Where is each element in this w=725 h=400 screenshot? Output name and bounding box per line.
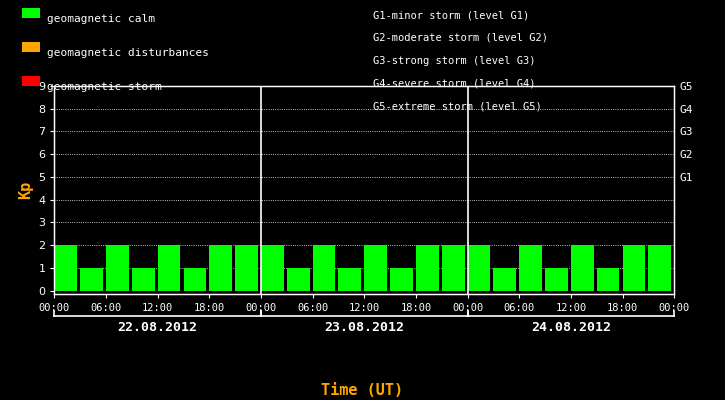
- Bar: [494, 268, 516, 290]
- Bar: [519, 245, 542, 290]
- Text: 22.08.2012: 22.08.2012: [117, 321, 198, 334]
- Bar: [54, 245, 77, 290]
- Text: G1-minor storm (level G1): G1-minor storm (level G1): [373, 10, 530, 20]
- Text: geomagnetic storm: geomagnetic storm: [47, 82, 162, 92]
- Bar: [442, 245, 465, 290]
- Bar: [390, 268, 413, 290]
- Text: Time (UT): Time (UT): [321, 383, 404, 398]
- Bar: [132, 268, 154, 290]
- Text: G5-extreme storm (level G5): G5-extreme storm (level G5): [373, 101, 542, 111]
- Bar: [623, 245, 645, 290]
- Text: G4-severe storm (level G4): G4-severe storm (level G4): [373, 78, 536, 88]
- Text: geomagnetic disturbances: geomagnetic disturbances: [47, 48, 209, 58]
- Bar: [468, 245, 490, 290]
- Bar: [648, 245, 671, 290]
- Bar: [183, 268, 206, 290]
- Bar: [106, 245, 129, 290]
- Bar: [364, 245, 387, 290]
- Bar: [416, 245, 439, 290]
- Y-axis label: Kp: Kp: [17, 181, 33, 199]
- Text: 23.08.2012: 23.08.2012: [324, 321, 405, 334]
- Text: G3-strong storm (level G3): G3-strong storm (level G3): [373, 56, 536, 66]
- Text: geomagnetic calm: geomagnetic calm: [47, 14, 155, 24]
- Bar: [597, 268, 619, 290]
- Bar: [80, 268, 103, 290]
- Bar: [571, 245, 594, 290]
- Bar: [210, 245, 232, 290]
- Bar: [287, 268, 310, 290]
- Text: G2-moderate storm (level G2): G2-moderate storm (level G2): [373, 33, 548, 43]
- Bar: [261, 245, 283, 290]
- Bar: [157, 245, 181, 290]
- Bar: [339, 268, 361, 290]
- Bar: [235, 245, 258, 290]
- Bar: [545, 268, 568, 290]
- Text: 24.08.2012: 24.08.2012: [531, 321, 611, 334]
- Bar: [312, 245, 336, 290]
